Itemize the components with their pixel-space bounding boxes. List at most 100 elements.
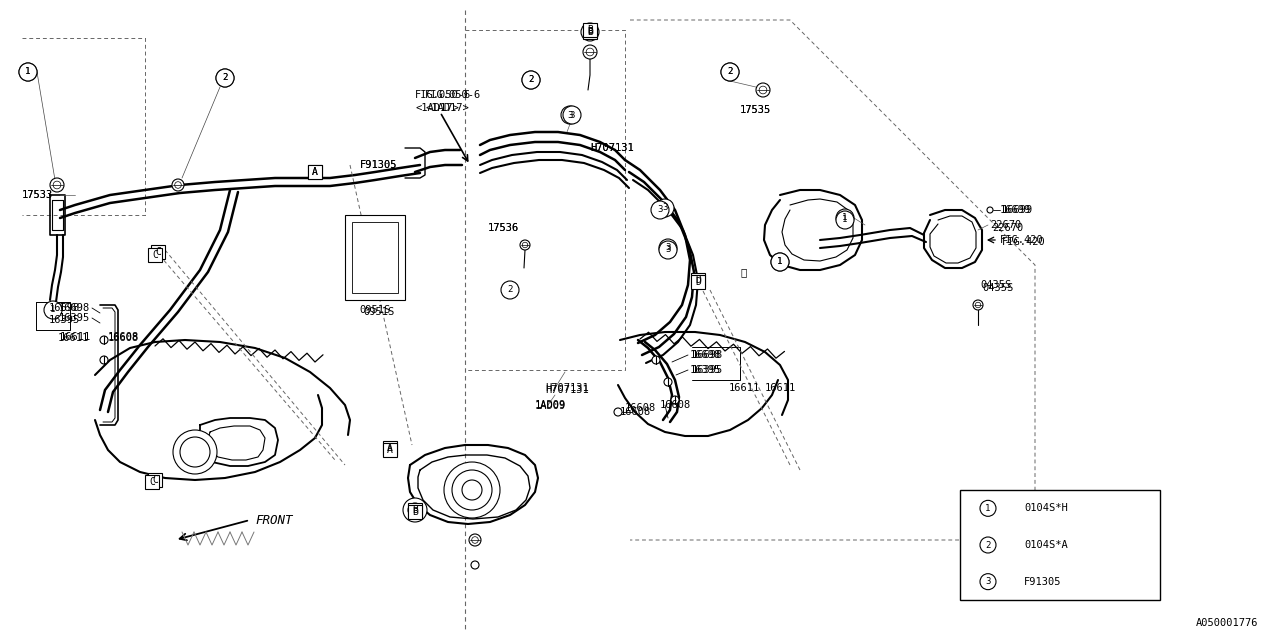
- Bar: [148, 248, 163, 262]
- Circle shape: [44, 301, 61, 319]
- Bar: [408, 505, 422, 519]
- Text: A: A: [387, 445, 393, 455]
- Text: D: D: [695, 277, 701, 287]
- Text: 2: 2: [727, 67, 732, 77]
- Circle shape: [444, 462, 500, 518]
- Circle shape: [172, 179, 184, 191]
- Circle shape: [721, 63, 739, 81]
- Text: 16608: 16608: [620, 407, 652, 417]
- Bar: [408, 503, 422, 517]
- Circle shape: [216, 69, 234, 87]
- Circle shape: [180, 437, 210, 467]
- Text: 2: 2: [727, 67, 732, 77]
- Text: 16611: 16611: [728, 383, 760, 393]
- Circle shape: [671, 396, 678, 404]
- Circle shape: [520, 240, 530, 250]
- Text: D: D: [695, 275, 701, 285]
- Circle shape: [50, 178, 64, 192]
- Circle shape: [586, 48, 594, 56]
- Text: 3: 3: [666, 243, 671, 253]
- Text: A: A: [387, 443, 393, 453]
- Text: 0951S: 0951S: [364, 307, 394, 317]
- Circle shape: [500, 281, 518, 299]
- Text: 17535: 17535: [740, 105, 772, 115]
- Circle shape: [652, 356, 660, 364]
- Circle shape: [614, 408, 622, 416]
- Circle shape: [522, 71, 540, 89]
- Text: ①: ①: [740, 267, 746, 277]
- Text: 3: 3: [567, 111, 572, 120]
- Text: FIG.420: FIG.420: [1000, 235, 1043, 245]
- Circle shape: [462, 480, 483, 500]
- Text: 3: 3: [986, 577, 991, 586]
- Text: 16698: 16698: [49, 303, 79, 313]
- Text: 1AD09: 1AD09: [535, 401, 566, 411]
- Text: H707131: H707131: [545, 383, 589, 393]
- Circle shape: [471, 561, 479, 569]
- Text: 16395: 16395: [59, 313, 90, 323]
- Text: H707131: H707131: [590, 143, 634, 153]
- Circle shape: [659, 241, 677, 259]
- Text: 0435S: 0435S: [980, 280, 1011, 290]
- Text: A: A: [312, 167, 317, 177]
- Circle shape: [721, 63, 739, 81]
- Text: 16608: 16608: [108, 332, 140, 342]
- Text: F91305: F91305: [1024, 577, 1061, 587]
- Bar: [308, 165, 323, 179]
- Text: 16611: 16611: [60, 332, 91, 342]
- Text: 22670: 22670: [989, 220, 1021, 230]
- Circle shape: [581, 23, 599, 41]
- Text: 1: 1: [50, 305, 56, 314]
- Circle shape: [756, 83, 771, 97]
- Text: 1AD09: 1AD09: [535, 400, 566, 410]
- Text: B: B: [588, 25, 593, 35]
- Text: 1: 1: [777, 257, 782, 266]
- Text: 1: 1: [777, 257, 782, 266]
- Circle shape: [563, 106, 581, 124]
- Text: 16395: 16395: [690, 365, 721, 375]
- Circle shape: [652, 201, 669, 219]
- Circle shape: [657, 199, 675, 217]
- Text: 16698: 16698: [59, 303, 90, 313]
- Text: 1: 1: [842, 214, 847, 223]
- Circle shape: [472, 537, 479, 543]
- Circle shape: [403, 498, 428, 522]
- Text: 3: 3: [658, 205, 663, 214]
- Text: 17536: 17536: [488, 223, 520, 233]
- Text: 16611: 16611: [765, 383, 796, 393]
- Circle shape: [980, 500, 996, 516]
- Text: 22670: 22670: [992, 223, 1023, 233]
- Circle shape: [19, 63, 37, 81]
- Circle shape: [522, 243, 527, 248]
- Bar: [582, 25, 596, 39]
- Circle shape: [836, 211, 854, 229]
- Text: A: A: [312, 167, 317, 177]
- Bar: [691, 275, 705, 289]
- Text: C: C: [152, 475, 157, 485]
- Circle shape: [980, 573, 996, 589]
- Circle shape: [582, 45, 596, 59]
- Bar: [308, 165, 323, 179]
- Circle shape: [174, 182, 182, 188]
- Text: F91305: F91305: [360, 160, 398, 170]
- Circle shape: [561, 106, 579, 124]
- Text: 16608: 16608: [660, 400, 691, 410]
- Bar: [383, 443, 397, 457]
- Bar: [691, 273, 705, 287]
- Circle shape: [54, 181, 61, 189]
- Bar: [145, 475, 159, 489]
- Text: <1AD17>: <1AD17>: [415, 103, 458, 113]
- Bar: [960, 490, 1160, 600]
- Text: 0104S*H: 0104S*H: [1024, 503, 1068, 513]
- Circle shape: [19, 63, 37, 81]
- Text: 16699: 16699: [1002, 205, 1033, 215]
- Bar: [582, 23, 596, 37]
- Circle shape: [771, 253, 788, 271]
- Text: B: B: [588, 27, 593, 37]
- Text: 16611: 16611: [58, 333, 90, 343]
- Circle shape: [100, 336, 108, 344]
- Text: 2: 2: [223, 74, 228, 83]
- Text: 16698: 16698: [690, 350, 721, 360]
- Text: F91305: F91305: [360, 160, 398, 170]
- Text: 16608: 16608: [108, 333, 140, 343]
